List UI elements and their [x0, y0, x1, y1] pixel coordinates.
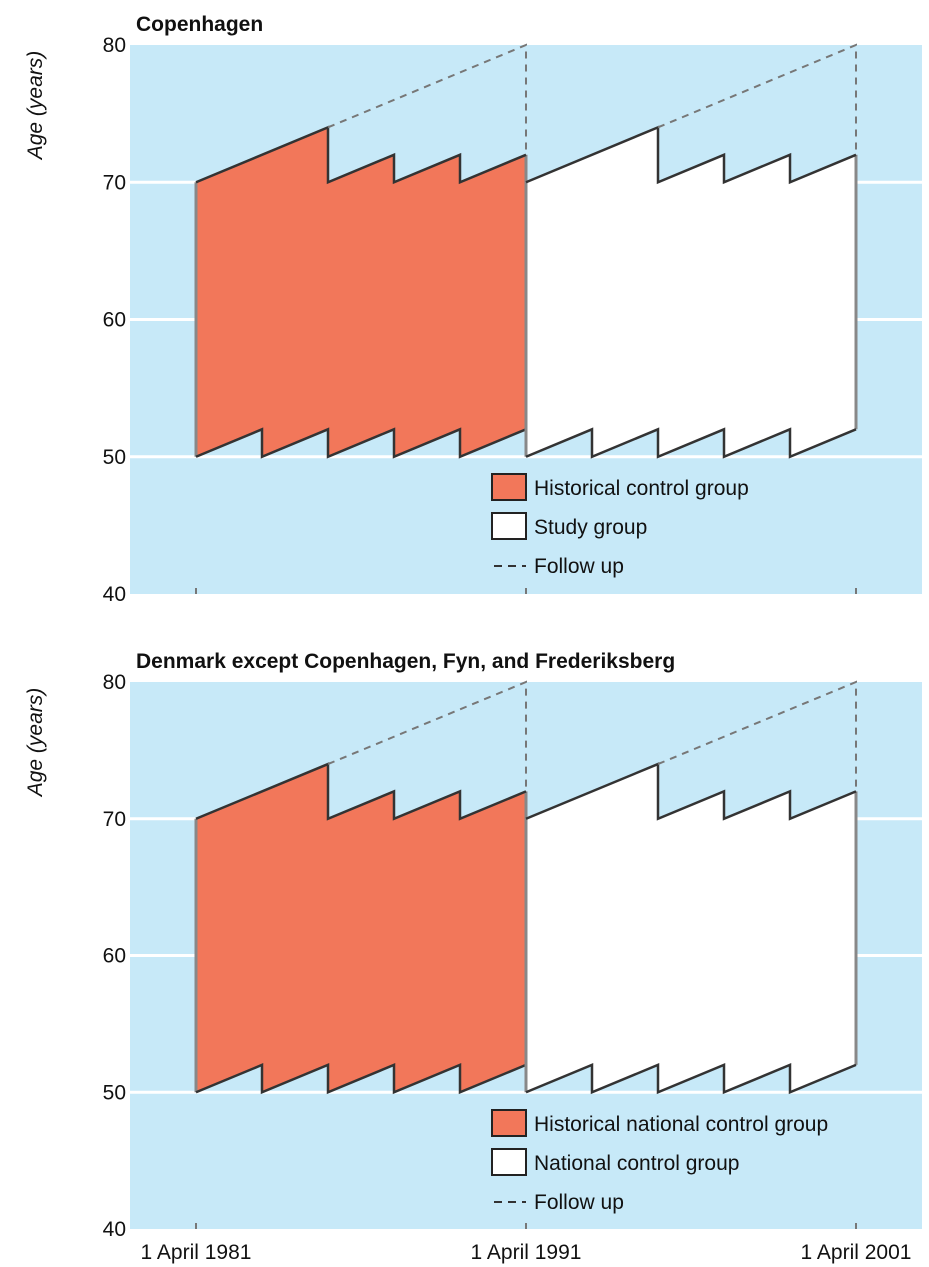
x-tick-label: 1 April 1981 — [141, 1241, 252, 1264]
legend-label: Study group — [534, 516, 647, 539]
study-group-area — [526, 127, 856, 457]
historical-group-area — [196, 127, 526, 457]
y-tick-label: 80 — [103, 671, 126, 694]
y-tick-label: 50 — [103, 1081, 126, 1104]
chart-panel-2: 40 50 60 70 80 Age (years) Denmark except Cope… — [24, 650, 922, 1264]
y-axis-label: Age (years) — [24, 688, 47, 799]
follow-up-line — [657, 43, 857, 155]
legend-label: Historical national control group — [534, 1113, 828, 1136]
y-tick-label: 40 — [103, 583, 126, 606]
area-outline — [195, 427, 527, 459]
area-outline — [195, 1063, 527, 1095]
y-axis-label: Age (years) — [24, 51, 47, 162]
y-tick-label: 80 — [103, 34, 126, 57]
legend-swatch-study — [491, 512, 527, 540]
x-tick-label: 1 April 1991 — [471, 1241, 582, 1264]
y-tick-label: 40 — [103, 1218, 126, 1241]
y-tick-label: 60 — [103, 945, 126, 968]
area-outline — [525, 762, 857, 821]
area-outline — [195, 762, 527, 821]
legend-swatch-study — [491, 1148, 527, 1176]
follow-up-line — [327, 680, 527, 792]
study-group-area — [526, 764, 856, 1093]
area-outline — [525, 125, 857, 185]
legend-label: National control group — [534, 1152, 739, 1175]
chart-title: Denmark except Copenhagen, Fyn, and Fred… — [136, 650, 675, 673]
legend-label: Historical control group — [534, 477, 749, 500]
legend-label: Follow up — [534, 555, 624, 578]
area-outline — [525, 1063, 857, 1095]
area-outline — [195, 125, 527, 185]
legend-swatch-historical — [491, 1109, 527, 1137]
legend-label: Follow up — [534, 1191, 624, 1214]
y-tick-label: 50 — [103, 446, 126, 469]
y-tick-label: 60 — [103, 309, 126, 332]
historical-group-area — [196, 764, 526, 1093]
follow-up-line — [657, 680, 857, 792]
x-tick-label: 1 April 2001 — [801, 1241, 912, 1264]
chart-panel-1: 40 50 60 70 80 Age (years) Copenhagen Historica… — [24, 13, 922, 606]
legend-swatch-historical — [491, 473, 527, 501]
y-tick-label: 70 — [103, 808, 126, 831]
area-outline — [525, 427, 857, 459]
follow-up-line — [327, 43, 527, 155]
y-tick-label: 70 — [103, 171, 126, 194]
chart-title: Copenhagen — [136, 13, 263, 36]
